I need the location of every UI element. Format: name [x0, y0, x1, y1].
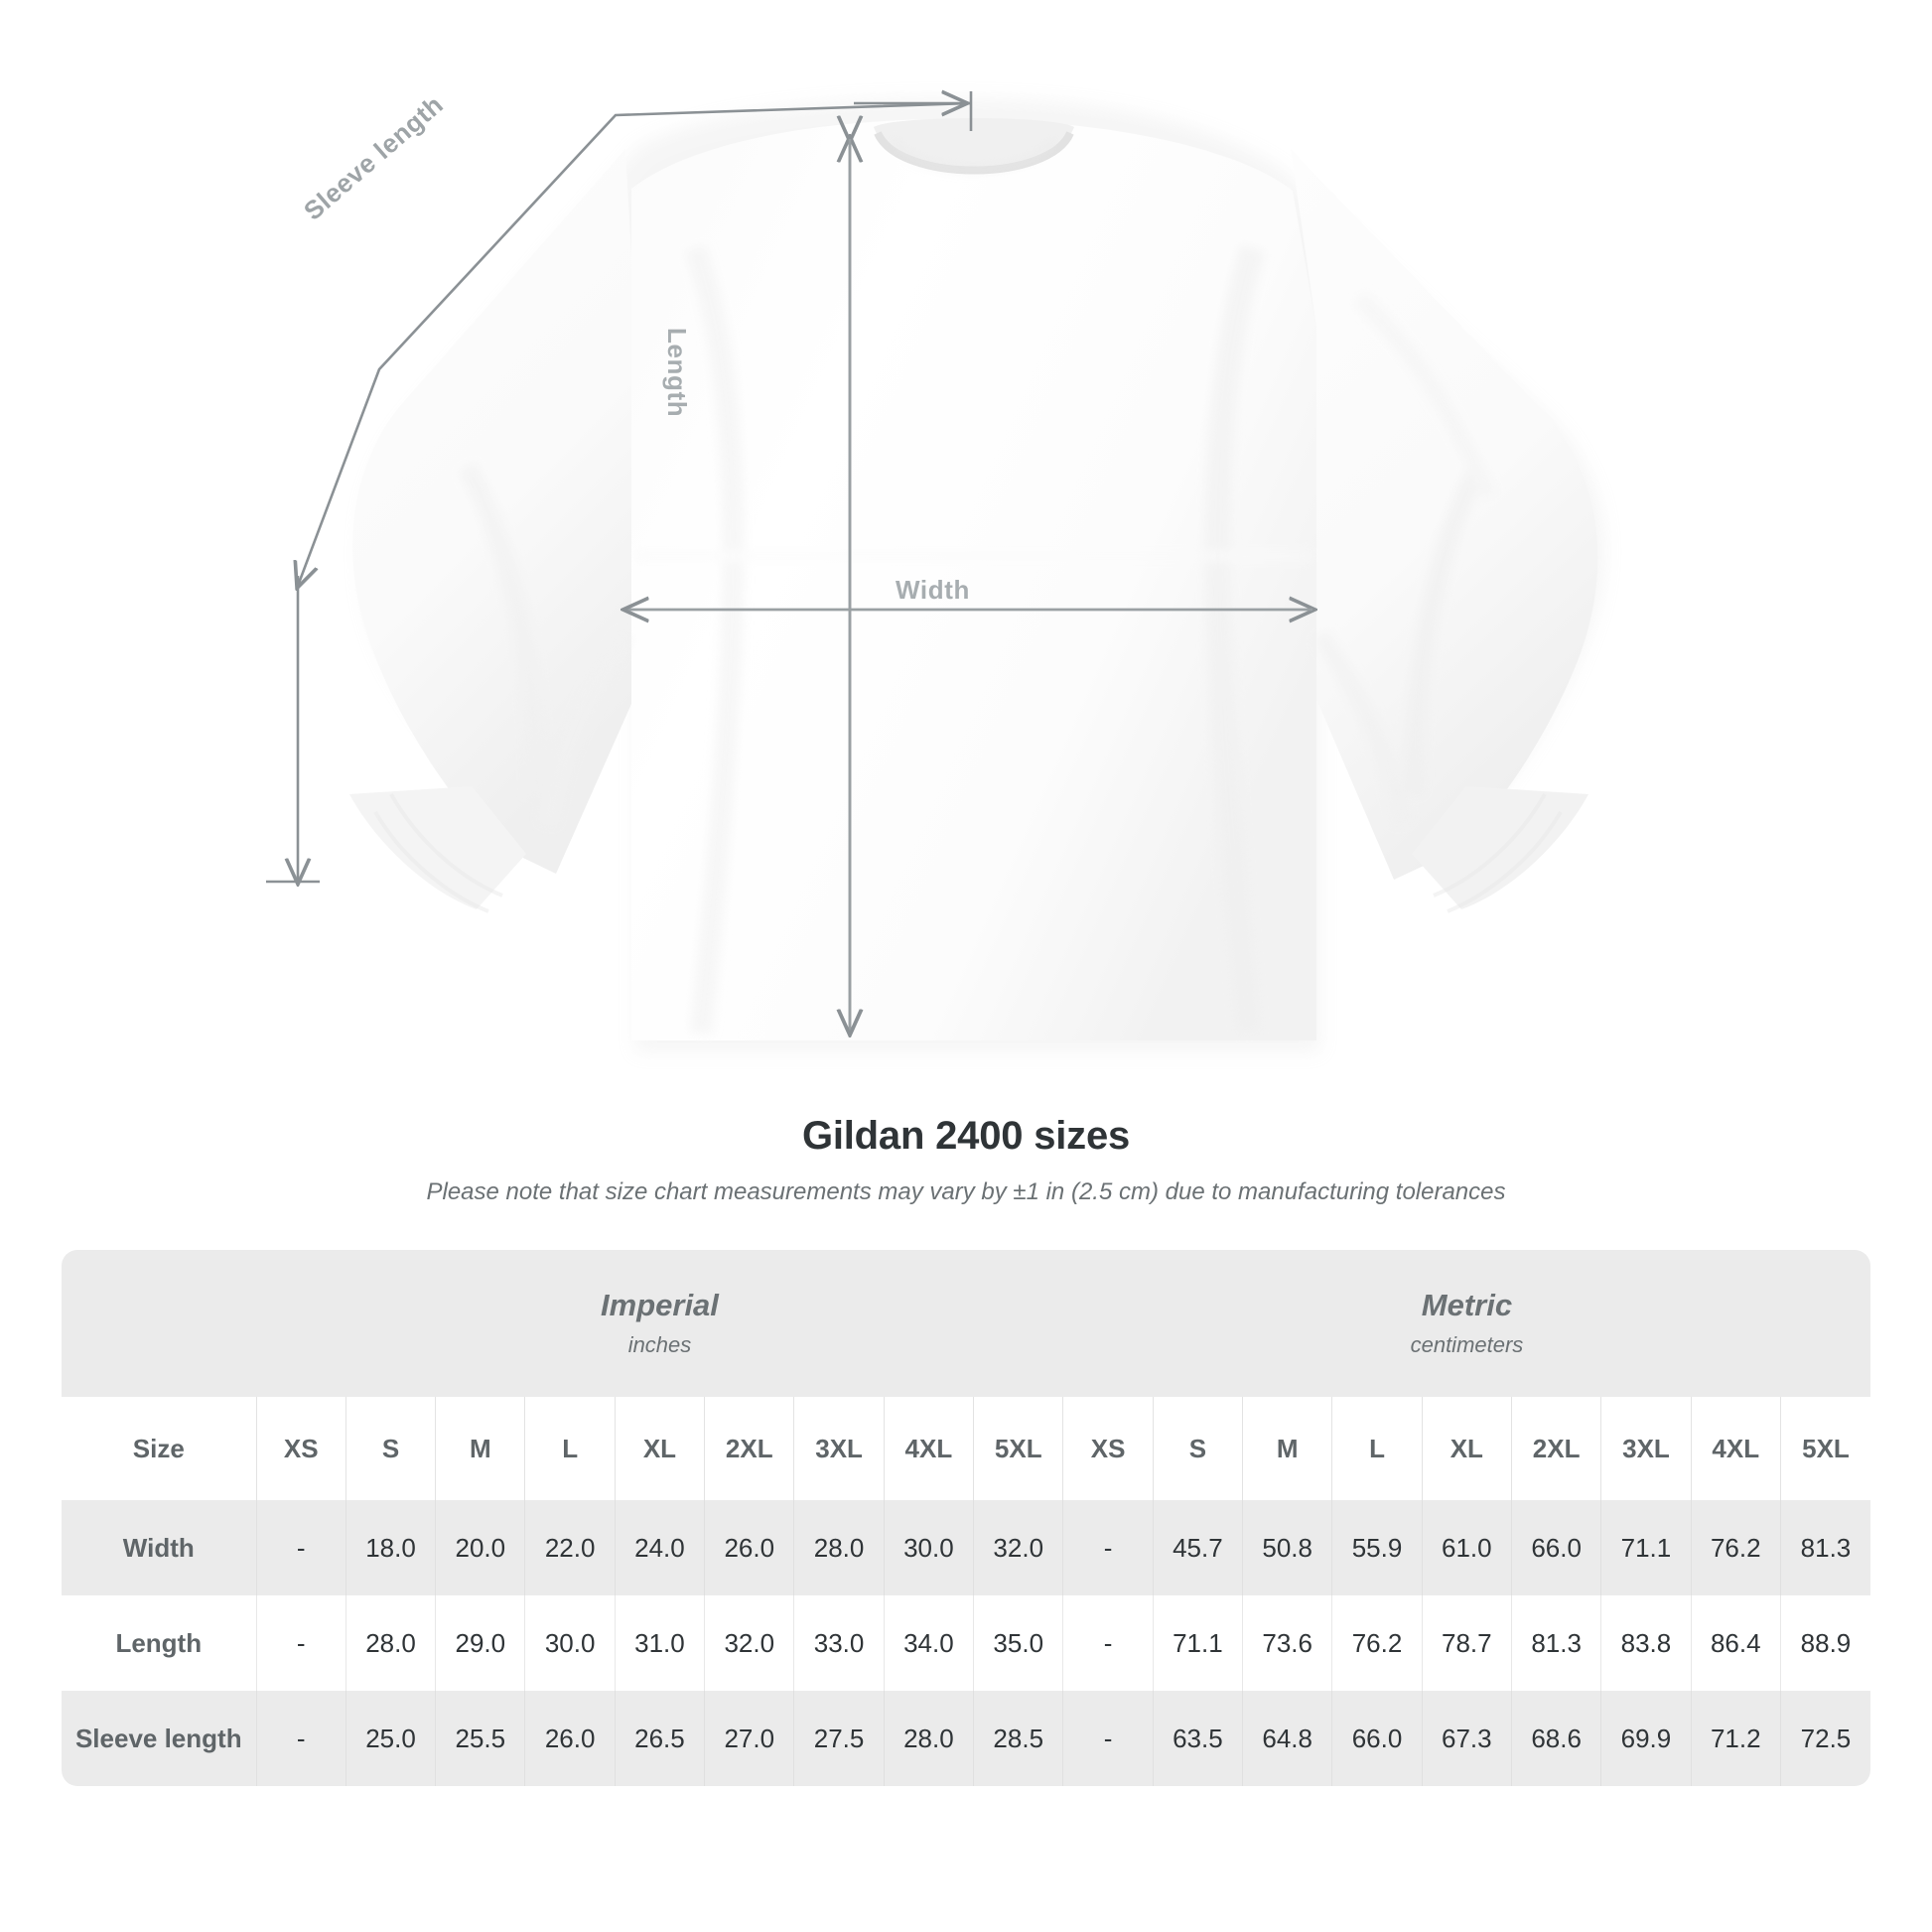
- cell-length-imperial-2xl: 32.0: [704, 1595, 794, 1691]
- cell-width-metric-m: 50.8: [1242, 1500, 1332, 1595]
- cell-sleeve-metric-m: 64.8: [1242, 1691, 1332, 1786]
- cell-length-imperial-3xl: 33.0: [793, 1595, 885, 1691]
- size-header-imperial-m: M: [435, 1397, 525, 1500]
- table-row: Sleeve length - 25.0 25.5 26.0 26.5 27.0…: [62, 1691, 1870, 1786]
- size-chart-table: Imperial inches Metric centimeters Size …: [62, 1250, 1870, 1786]
- cell-length-imperial-m: 29.0: [435, 1595, 525, 1691]
- cell-sleeve-imperial-xs: -: [255, 1691, 346, 1786]
- tshirt-illustration: [349, 98, 1605, 1053]
- cell-width-imperial-xs: -: [255, 1500, 346, 1595]
- cell-sleeve-imperial-s: 25.0: [345, 1691, 436, 1786]
- table-row: Length - 28.0 29.0 30.0 31.0 32.0 33.0 3…: [62, 1595, 1870, 1691]
- cell-width-metric-5xl: 81.3: [1779, 1500, 1870, 1595]
- cell-sleeve-metric-xl: 67.3: [1421, 1691, 1512, 1786]
- cell-sleeve-metric-5xl: 72.5: [1779, 1691, 1870, 1786]
- cell-sleeve-imperial-2xl: 27.0: [704, 1691, 794, 1786]
- cell-length-metric-2xl: 81.3: [1510, 1595, 1601, 1691]
- cell-sleeve-metric-2xl: 68.6: [1510, 1691, 1601, 1786]
- cell-length-imperial-l: 30.0: [524, 1595, 616, 1691]
- size-header-imperial-l: L: [524, 1397, 616, 1500]
- unit-sub-metric: centimeters: [1410, 1332, 1524, 1358]
- unit-name-imperial: Imperial: [601, 1287, 719, 1322]
- size-header-imperial-2xl: 2XL: [704, 1397, 794, 1500]
- cell-length-metric-m: 73.6: [1242, 1595, 1332, 1691]
- cell-length-imperial-xl: 31.0: [614, 1595, 705, 1691]
- cell-width-imperial-4xl: 30.0: [883, 1500, 974, 1595]
- cell-sleeve-metric-s: 63.5: [1152, 1691, 1243, 1786]
- cell-width-metric-3xl: 71.1: [1600, 1500, 1692, 1595]
- cell-width-metric-l: 55.9: [1331, 1500, 1423, 1595]
- cell-width-imperial-5xl: 32.0: [973, 1500, 1063, 1595]
- cell-length-imperial-s: 28.0: [345, 1595, 436, 1691]
- size-table-container: Imperial inches Metric centimeters Size …: [62, 1250, 1870, 1786]
- cell-width-imperial-2xl: 26.0: [704, 1500, 794, 1595]
- cell-sleeve-metric-xs: -: [1062, 1691, 1154, 1786]
- unit-sub-imperial: inches: [627, 1332, 692, 1358]
- size-header-metric-4xl: 4XL: [1690, 1397, 1781, 1500]
- cell-sleeve-metric-3xl: 69.9: [1600, 1691, 1692, 1786]
- size-header-metric-m: M: [1242, 1397, 1332, 1500]
- cell-width-metric-2xl: 66.0: [1510, 1500, 1601, 1595]
- cell-length-metric-5xl: 88.9: [1779, 1595, 1870, 1691]
- tolerance-note: Please note that size chart measurements…: [426, 1178, 1506, 1205]
- width-dimension-label: Width: [896, 575, 970, 605]
- unit-header-spacer: [62, 1250, 257, 1397]
- cell-length-metric-s: 71.1: [1152, 1595, 1243, 1691]
- cell-sleeve-imperial-m: 25.5: [435, 1691, 525, 1786]
- cell-width-metric-s: 45.7: [1152, 1500, 1243, 1595]
- cell-sleeve-imperial-5xl: 28.5: [973, 1691, 1063, 1786]
- size-header-metric-l: L: [1331, 1397, 1423, 1500]
- cell-length-metric-xl: 78.7: [1421, 1595, 1512, 1691]
- cell-width-imperial-m: 20.0: [435, 1500, 525, 1595]
- cell-length-metric-3xl: 83.8: [1600, 1595, 1692, 1691]
- cell-width-metric-xl: 61.0: [1421, 1500, 1512, 1595]
- size-header-imperial-s: S: [345, 1397, 436, 1500]
- cell-length-imperial-4xl: 34.0: [883, 1595, 974, 1691]
- cell-sleeve-metric-l: 66.0: [1331, 1691, 1423, 1786]
- size-header-imperial-3xl: 3XL: [793, 1397, 885, 1500]
- cell-width-imperial-s: 18.0: [345, 1500, 436, 1595]
- cell-width-imperial-l: 22.0: [524, 1500, 616, 1595]
- dimension-lines: [266, 0, 1932, 1102]
- cell-sleeve-metric-4xl: 71.2: [1690, 1691, 1781, 1786]
- row-label-length: Length: [62, 1595, 257, 1691]
- cell-sleeve-imperial-3xl: 27.5: [793, 1691, 885, 1786]
- cell-sleeve-imperial-l: 26.0: [524, 1691, 616, 1786]
- size-header-metric-3xl: 3XL: [1600, 1397, 1692, 1500]
- cell-sleeve-imperial-xl: 26.5: [614, 1691, 705, 1786]
- size-header-imperial-xl: XL: [614, 1397, 705, 1500]
- unit-header-metric: Metric centimeters: [1062, 1250, 1870, 1397]
- row-label-width: Width: [62, 1500, 257, 1595]
- size-header-metric-xs: XS: [1062, 1397, 1154, 1500]
- length-dimension-label: Length: [662, 328, 692, 418]
- cell-width-metric-xs: -: [1062, 1500, 1154, 1595]
- title-block: Gildan 2400 sizes Please note that size …: [0, 1102, 1932, 1206]
- size-header-imperial-5xl: 5XL: [973, 1397, 1063, 1500]
- cell-length-metric-4xl: 86.4: [1690, 1595, 1781, 1691]
- table-row: Width - 18.0 20.0 22.0 24.0 26.0 28.0 30…: [62, 1500, 1870, 1595]
- size-header-row: Size XS S M L XL 2XL 3XL 4XL 5XL XS S M …: [62, 1397, 1870, 1500]
- size-header-label: Size: [62, 1397, 257, 1500]
- cell-width-imperial-xl: 24.0: [614, 1500, 705, 1595]
- unit-header-row: Imperial inches Metric centimeters: [62, 1250, 1870, 1397]
- cell-width-imperial-3xl: 28.0: [793, 1500, 885, 1595]
- size-header-metric-2xl: 2XL: [1510, 1397, 1601, 1500]
- cell-length-metric-l: 76.2: [1331, 1595, 1423, 1691]
- row-label-sleeve-length: Sleeve length: [62, 1691, 257, 1786]
- unit-name-metric: Metric: [1421, 1287, 1513, 1322]
- cell-sleeve-imperial-4xl: 28.0: [883, 1691, 974, 1786]
- size-header-metric-s: S: [1152, 1397, 1243, 1500]
- cell-length-metric-xs: -: [1062, 1595, 1154, 1691]
- garment-diagram: Sleeve length Length Width: [266, 0, 1932, 1102]
- cell-width-metric-4xl: 76.2: [1690, 1500, 1781, 1595]
- size-header-imperial-4xl: 4XL: [883, 1397, 974, 1500]
- size-header-metric-xl: XL: [1421, 1397, 1512, 1500]
- size-header-metric-5xl: 5XL: [1779, 1397, 1870, 1500]
- unit-header-imperial: Imperial inches: [256, 1250, 1063, 1397]
- cell-length-imperial-xs: -: [255, 1595, 346, 1691]
- page-title: Gildan 2400 sizes: [801, 1114, 1131, 1158]
- cell-length-imperial-5xl: 35.0: [973, 1595, 1063, 1691]
- size-header-imperial-xs: XS: [255, 1397, 346, 1500]
